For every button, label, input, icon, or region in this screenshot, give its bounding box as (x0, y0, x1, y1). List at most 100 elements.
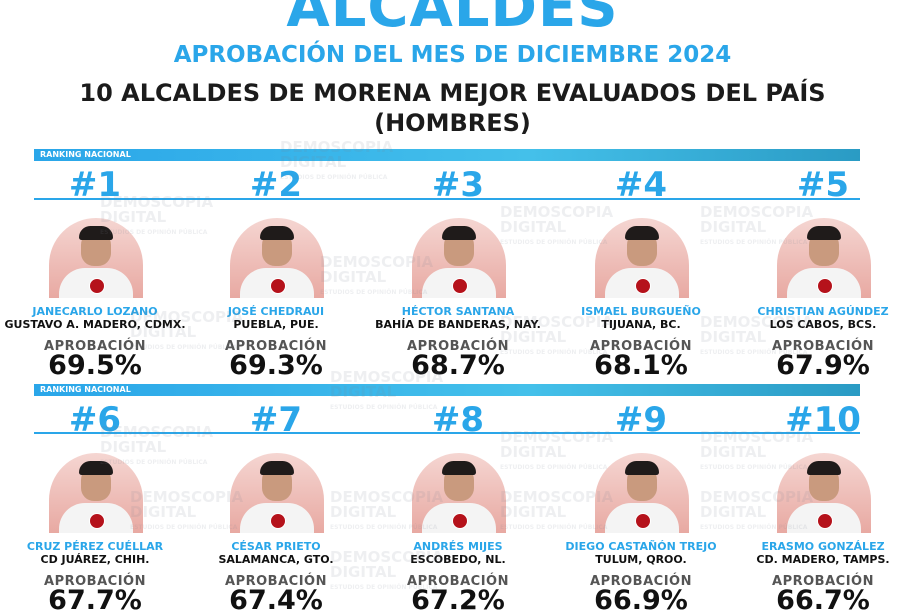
mayor-city: ESCOBEDO, NL. (410, 553, 506, 566)
approval-value: 67.7% (48, 585, 142, 616)
photo-hair (260, 226, 294, 240)
approval-label: APROBACIÓN (772, 574, 874, 589)
watermark-logo: DEMOSCOPIA DIGITAL ESTUDIOS DE OPINIÓN PÚB… (500, 315, 613, 360)
approval-value: 67.2% (411, 585, 505, 616)
watermark-tag: ESTUDIOS DE OPINIÓN PÚBLICA (700, 464, 808, 471)
rank-number: #8 (431, 400, 485, 440)
approval-label: APROBACIÓN (225, 339, 327, 354)
watermark-line1: DEMOSCOPIA (700, 488, 814, 506)
mayor-card: #4 ISMAEL BURGUEÑO TIJUANA, BC. APROBACIÓN 6… (561, 166, 721, 381)
mayor-name: CÉSAR PRIETO (231, 540, 321, 553)
watermark-line1: DEMOSCOPIA (320, 253, 434, 271)
watermark-tag: ESTUDIOS DE OPINIÓN PÚBLICA (130, 344, 238, 351)
photo-hair (260, 461, 294, 475)
mayor-photo (49, 453, 143, 533)
mayor-photo (595, 453, 689, 533)
watermark-line1: DEMOSCOPIA (700, 313, 814, 331)
mayor-card: #2 JOSÉ CHEDRAUI PUEBLA, PUE. APROBACIÓN 69.… (196, 165, 356, 381)
watermark-line1: DEMOSCOPIA (700, 203, 814, 221)
watermark-tag: ESTUDIOS DE OPINIÓN PÚBLICA (700, 239, 808, 246)
watermark-tag: ESTUDIOS DE OPINIÓN PÚBLICA (700, 524, 808, 531)
watermark-line1: DEMOSCOPIA (330, 548, 444, 566)
headline-line-2: (HOMBRES) (374, 109, 531, 137)
watermark-logo: DEMOSCOPIA DIGITAL ESTUDIOS DE OPINIÓN PÚB… (280, 140, 393, 185)
watermark-logo: DEMOSCOPIA DIGITAL ESTUDIOS DE OPINIÓN PÚB… (700, 315, 813, 360)
mayor-city: TULUM, QROO. (595, 553, 687, 566)
approval-label: APROBACIÓN (44, 574, 146, 589)
mayor-city: BAHÍA DE BANDERAS, NAY. (375, 318, 541, 331)
mayor-card: #5 CHRISTIAN AGÚNDEZ LOS CABOS, BCS. APROBA… (743, 166, 903, 381)
mayor-card: #9 DIEGO CASTAÑÓN TREJO TULUM, QROO. APROBA… (561, 401, 721, 616)
mayor-photo (230, 218, 324, 298)
photo-hair (807, 226, 841, 240)
rank-number: #3 (431, 165, 485, 205)
approval-value: 67.4% (229, 585, 323, 616)
watermark-line1: DEMOSCOPIA (130, 308, 244, 326)
watermark-line1: DEMOSCOPIA (100, 193, 214, 211)
approval-value: 67.9% (776, 350, 870, 381)
approval-value: 66.7% (776, 585, 870, 616)
watermark-line2: DIGITAL (500, 328, 567, 346)
watermark-line2: DIGITAL (330, 383, 397, 401)
party-badge-icon (89, 278, 105, 294)
approval-label: APROBACIÓN (225, 574, 327, 589)
party-badge-icon (635, 513, 651, 529)
approval-label: APROBACIÓN (590, 339, 692, 354)
watermark-line2: DIGITAL (700, 328, 767, 346)
watermark-line1: DEMOSCOPIA (330, 368, 444, 386)
watermark-line1: DEMOSCOPIA (280, 138, 394, 156)
mayor-city: PUEBLA, PUE. (233, 318, 319, 331)
mayor-city: LOS CABOS, BCS. (769, 318, 877, 331)
watermark-line1: DEMOSCOPIA (330, 488, 444, 506)
rank-number: #6 (68, 400, 122, 440)
watermark-line2: DIGITAL (700, 443, 767, 461)
party-badge-icon (89, 513, 105, 529)
mayor-card: #10 ERASMO GONZÁLEZ CD. MADERO, TAMPS. APRO… (743, 400, 903, 616)
watermark-line2: DIGITAL (100, 208, 167, 226)
rank-number: #2 (249, 165, 303, 205)
watermark-line1: DEMOSCOPIA (500, 488, 614, 506)
ranking-bar-top: RANKING NACIONAL (34, 149, 860, 161)
page-headline: 10 ALCALDES DE MORENA MEJOR EVALUADOS DE… (0, 78, 905, 138)
photo-hair (79, 226, 113, 240)
watermark-logo: DEMOSCOPIA DIGITAL ESTUDIOS DE OPINIÓN PÚB… (320, 255, 433, 300)
watermark-tag: ESTUDIOS DE OPINIÓN PÚBLICA (330, 584, 438, 591)
mayor-photo (230, 453, 324, 533)
rank-number: #10 (785, 400, 861, 440)
page-title: ALCALDES (286, 0, 619, 40)
party-badge-icon (452, 513, 468, 529)
watermark-logo: DEMOSCOPIA DIGITAL ESTUDIOS DE OPINIÓN PÚB… (700, 490, 813, 535)
divider-bottom (34, 432, 860, 434)
photo-hair (79, 461, 113, 475)
mayor-card: #6 CRUZ PÉREZ CUÉLLAR CD JUÁREZ, CHIH. APRO… (15, 400, 175, 616)
watermark-line1: DEMOSCOPIA (700, 428, 814, 446)
headline-line-1: 10 ALCALDES DE MORENA MEJOR EVALUADOS DE… (79, 79, 826, 107)
mayor-name: ISMAEL BURGUEÑO (581, 305, 701, 318)
watermark-tag: ESTUDIOS DE OPINIÓN PÚBLICA (130, 524, 238, 531)
photo-hair (442, 461, 476, 475)
watermark-logo: DEMOSCOPIA DIGITAL ESTUDIOS DE OPINIÓN PÚB… (330, 490, 443, 535)
mayor-city: SALAMANCA, GTO. (218, 553, 334, 566)
watermark-logo: DEMOSCOPIA DIGITAL ESTUDIOS DE OPINIÓN PÚB… (500, 490, 613, 535)
approval-value: 68.7% (411, 350, 505, 381)
party-badge-icon (270, 513, 286, 529)
mayor-city: CD. MADERO, TAMPS. (756, 553, 890, 566)
watermark-tag: ESTUDIOS DE OPINIÓN PÚBLICA (330, 524, 438, 531)
rank-number: #1 (68, 165, 122, 205)
watermark-logo: DEMOSCOPIA DIGITAL ESTUDIOS DE OPINIÓN PÚB… (500, 430, 613, 475)
watermark-line2: DIGITAL (100, 438, 167, 456)
approval-label: APROBACIÓN (44, 339, 146, 354)
photo-hair (442, 226, 476, 240)
page-subtitle: APROBACIÓN DEL MES DE DICIEMBRE 2024 (173, 42, 732, 68)
ranking-label: RANKING NACIONAL (40, 150, 131, 159)
approval-label: APROBACIÓN (590, 574, 692, 589)
watermark-tag: ESTUDIOS DE OPINIÓN PÚBLICA (500, 524, 608, 531)
approval-label: APROBACIÓN (772, 339, 874, 354)
mayor-card: #8 ANDRÉS MIJES ESCOBEDO, NL. APROBACIÓN 67.… (378, 400, 538, 616)
watermark-tag: ESTUDIOS DE OPINIÓN PÚBLICA (500, 464, 608, 471)
watermark-logo: DEMOSCOPIA DIGITAL ESTUDIOS DE OPINIÓN PÚB… (100, 195, 213, 240)
mayor-name: JOSÉ CHEDRAUI (227, 305, 325, 318)
watermark-logo: DEMOSCOPIA DIGITAL ESTUDIOS DE OPINIÓN PÚB… (100, 425, 213, 470)
mayor-name: DIEGO CASTAÑÓN TREJO (565, 540, 717, 553)
mayor-photo (777, 453, 871, 533)
